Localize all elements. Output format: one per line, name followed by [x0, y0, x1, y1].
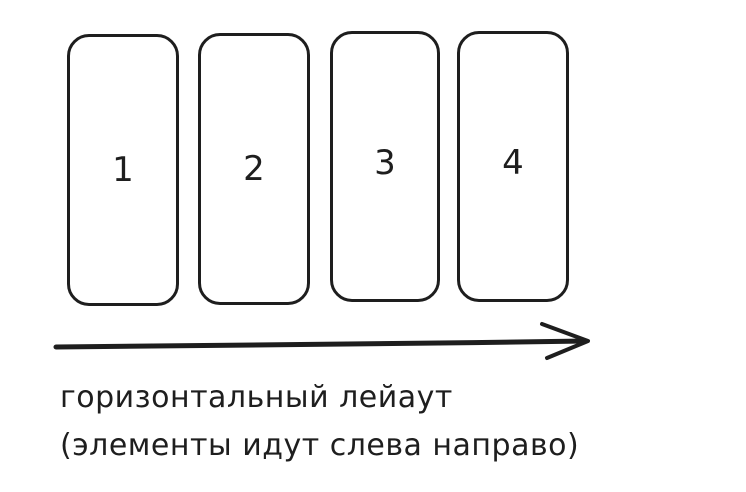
layout-card-2: 2 — [198, 33, 310, 305]
arrow-head — [540, 322, 590, 360]
arrow-shaft — [53, 338, 589, 350]
layout-card-3: 3 — [330, 31, 440, 302]
card-number-3: 3 — [374, 142, 396, 183]
card-number-2: 2 — [243, 149, 265, 189]
caption-title: горизонтальный лейаут — [60, 380, 453, 415]
card-number-4: 4 — [502, 142, 524, 183]
caption-subtitle: (элементы идут слева направо) — [60, 428, 580, 463]
layout-card-1: 1 — [67, 34, 179, 306]
layout-card-4: 4 — [457, 31, 569, 302]
card-number-1: 1 — [112, 150, 134, 190]
